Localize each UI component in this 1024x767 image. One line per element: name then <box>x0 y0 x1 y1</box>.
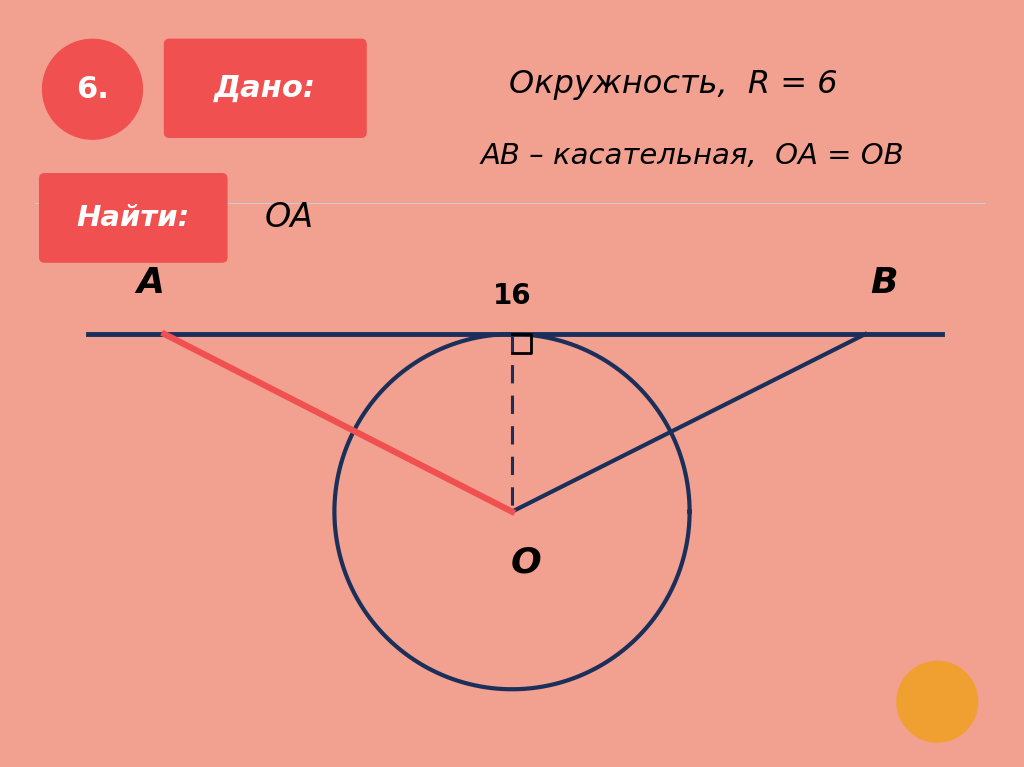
Circle shape <box>897 661 978 742</box>
Text: OA: OA <box>265 202 313 235</box>
Circle shape <box>43 39 142 139</box>
Text: Найти:: Найти: <box>77 204 189 232</box>
Text: Окружность,  R = 6: Окружность, R = 6 <box>509 69 838 100</box>
Text: 16: 16 <box>493 282 531 310</box>
FancyBboxPatch shape <box>165 39 367 137</box>
Text: 6.: 6. <box>76 74 109 104</box>
Text: AB – касательная,  OA = OB: AB – касательная, OA = OB <box>480 143 904 170</box>
Text: Дано:: Дано: <box>214 74 316 103</box>
FancyBboxPatch shape <box>40 174 227 262</box>
Text: O: O <box>511 545 542 579</box>
Text: A: A <box>136 266 164 301</box>
Text: B: B <box>870 266 898 301</box>
